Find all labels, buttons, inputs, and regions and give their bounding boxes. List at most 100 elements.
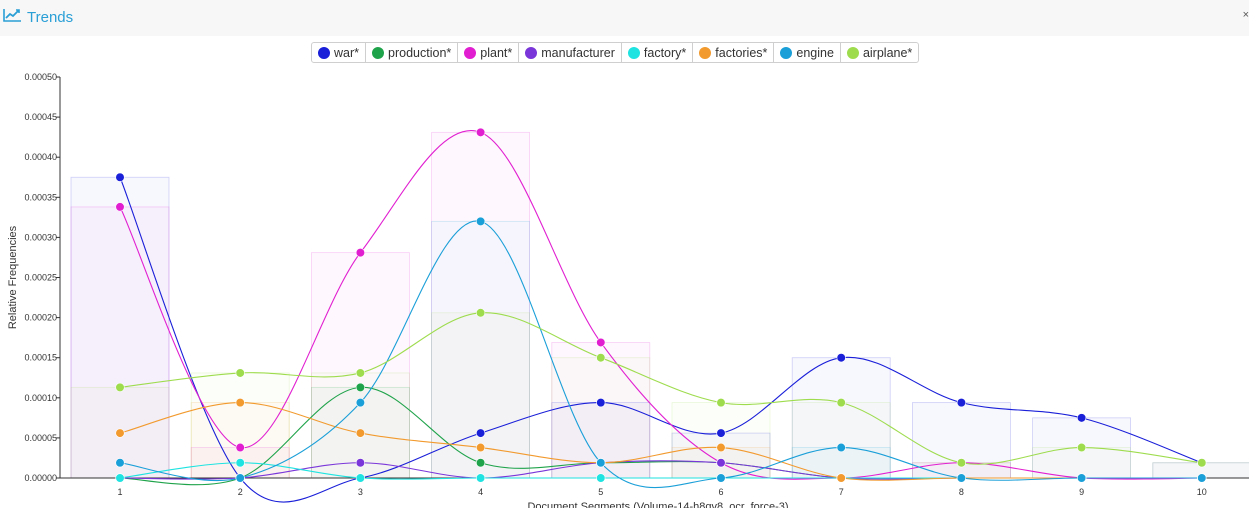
series-line (119, 130, 1202, 480)
data-point (476, 216, 486, 226)
legend-swatch (318, 46, 330, 59)
legend-swatch (780, 46, 793, 59)
line-chart-icon (3, 8, 27, 26)
trend-chart: 0.00000 0.00005 0.00010 0.00015 0.00020 0.000… (7, 72, 1249, 508)
chart-legend: war* production* plant* manufacturer factory… (311, 42, 920, 63)
x-tick-label: 10 (1197, 487, 1207, 497)
x-tick-label: 2 (238, 487, 243, 497)
trends-header: Trends × (0, 0, 1249, 36)
data-point (956, 458, 967, 468)
x-tick-label: 7 (839, 487, 844, 497)
data-point (1197, 458, 1207, 468)
data-point (596, 353, 606, 363)
data-point (355, 473, 366, 483)
data-point (355, 248, 366, 258)
series-line (119, 312, 1202, 465)
data-point (476, 428, 486, 438)
legend-swatch (464, 46, 477, 59)
data-point (476, 308, 486, 318)
legend-swatch (699, 46, 712, 59)
data-point (836, 353, 846, 363)
data-point (1076, 413, 1087, 423)
x-tick-label: 9 (1079, 487, 1084, 497)
data-point (235, 442, 245, 453)
x-tick-label: 8 (959, 487, 964, 497)
legend-item[interactable]: airplane* (841, 43, 918, 62)
data-point (115, 458, 125, 468)
y-tick-label: 0.00045 (24, 112, 57, 122)
data-point (476, 458, 486, 468)
x-tick-label: 1 (117, 487, 122, 497)
data-point (596, 398, 606, 408)
y-tick-label: 0.00005 (24, 433, 57, 443)
data-point (115, 428, 125, 438)
data-point (355, 398, 366, 408)
trends-link[interactable]: Trends (3, 8, 73, 26)
data-point (836, 473, 846, 483)
y-axis-title: Relative Frequencies (7, 225, 19, 329)
y-tick-label: 0.00050 (24, 72, 57, 82)
data-point (235, 458, 245, 468)
y-tick-label: 0.00035 (24, 192, 57, 202)
data-point (596, 337, 606, 348)
data-point (235, 398, 245, 408)
legend-label: plant* (480, 45, 513, 60)
data-point (355, 382, 366, 392)
legend-label: manufacturer (541, 45, 615, 60)
x-tick-label: 3 (358, 487, 363, 497)
x-tick-label: 5 (598, 487, 603, 497)
series-line (119, 402, 1202, 481)
legend-label: factories* (715, 45, 768, 60)
data-point (476, 473, 486, 483)
legend-swatch (372, 46, 385, 59)
data-point (235, 473, 245, 483)
x-axis-title: Document Segments (Volume-14-h8qv8_ocr_f… (527, 501, 788, 508)
data-point (115, 172, 125, 182)
data-point (716, 458, 726, 468)
legend-item[interactable]: factory* (622, 43, 694, 62)
legend-label: production* (388, 45, 452, 60)
legend-label: engine (796, 45, 834, 60)
data-point (956, 398, 967, 408)
close-icon[interactable]: × (1242, 9, 1249, 21)
data-point (115, 382, 125, 392)
y-tick-label: 0.00010 (24, 393, 57, 403)
data-point (115, 202, 125, 212)
y-tick-label: 0.00030 (24, 232, 57, 242)
legend-item[interactable]: engine (774, 43, 841, 62)
legend-swatch (525, 46, 538, 59)
legend-item[interactable]: factories* (693, 43, 775, 62)
legend-swatch (846, 46, 859, 59)
legend-item[interactable]: plant* (458, 43, 520, 62)
x-tick-label: 6 (718, 487, 723, 497)
legend-label: airplane* (862, 45, 913, 60)
data-point (355, 368, 366, 378)
trends-title: Trends (27, 8, 74, 26)
series-line (119, 177, 1202, 503)
legend-label: factory* (643, 45, 687, 60)
data-point (596, 473, 606, 483)
data-point (596, 458, 606, 468)
data-point (716, 442, 726, 453)
data-point (355, 458, 366, 468)
legend-item[interactable]: war* (312, 43, 367, 62)
legend-label: war* (334, 45, 360, 60)
y-tick-label: 0.00040 (24, 152, 57, 162)
data-point (716, 398, 726, 408)
x-tick-label: 4 (478, 487, 483, 497)
y-tick-label: 0.00000 (24, 473, 57, 483)
data-point (355, 428, 366, 438)
data-point (115, 473, 125, 483)
legend-item[interactable]: manufacturer (519, 43, 622, 62)
data-point (1076, 442, 1087, 453)
data-point (1197, 473, 1207, 483)
y-tick-label: 0.00015 (24, 353, 57, 363)
data-point (476, 127, 486, 137)
y-tick-label: 0.00025 (24, 273, 57, 283)
data-point (476, 442, 486, 453)
legend-item[interactable]: production* (366, 43, 459, 62)
data-point (956, 473, 967, 483)
data-point (716, 473, 726, 483)
data-point (716, 428, 726, 438)
y-tick-label: 0.00020 (24, 313, 57, 323)
